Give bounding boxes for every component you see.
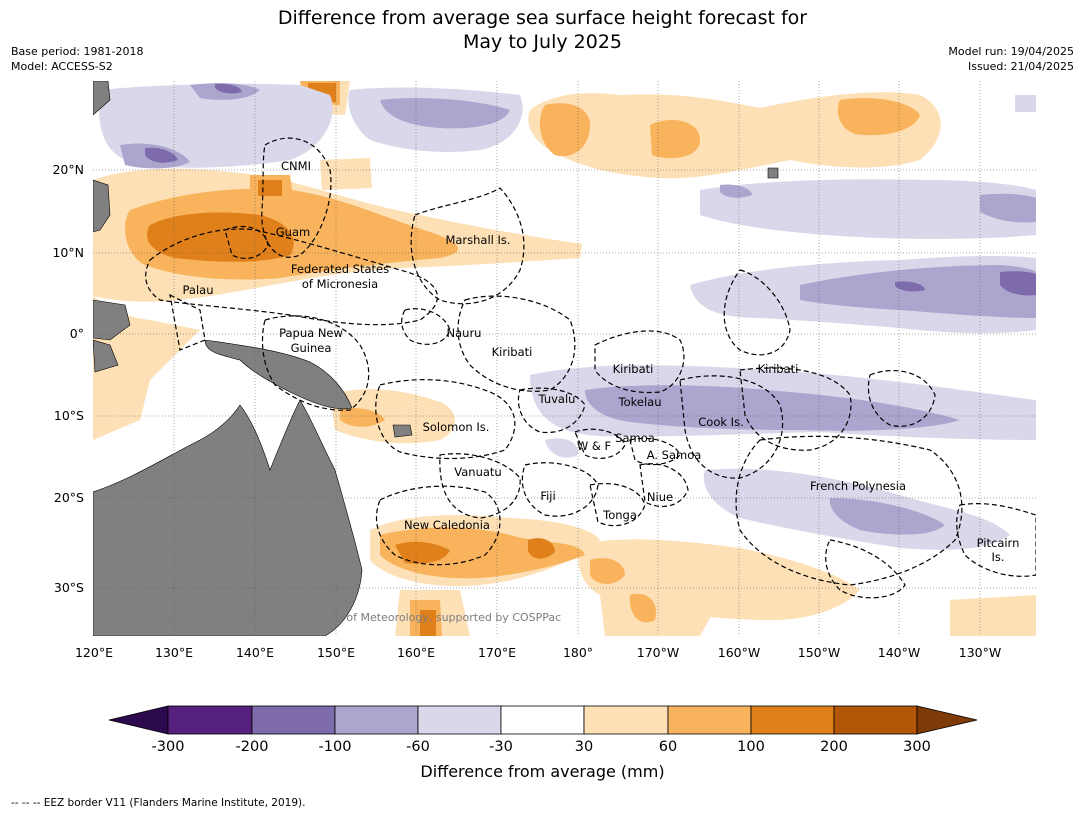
colorbar-tick: 60: [659, 739, 677, 755]
label-fsm-line1: Federated States: [291, 262, 389, 276]
label-cook-is: Cook Is.: [698, 415, 743, 429]
lat-tick: 10°N: [52, 245, 84, 260]
lon-tick: 150°E: [317, 645, 355, 660]
region-labels: CNMI Guam Marshall Is. Federated States …: [183, 159, 1020, 564]
issued-date: Issued: 21/04/2025: [967, 60, 1074, 73]
latitude-ticks: 20°N 10°N 0° 10°S 20°S 30°S: [52, 162, 84, 595]
colorbar-segment: [167, 705, 253, 735]
meta-right: Model run: 19/04/2025 Issued: 21/04/2025: [948, 44, 1074, 74]
borneo-land: [93, 299, 131, 341]
model-name: Model: ACCESS-S2: [11, 60, 113, 73]
lat-tick: 20°S: [54, 490, 84, 505]
label-niue: Niue: [647, 490, 673, 504]
lon-tick: 140°W: [878, 645, 920, 660]
colorbar-tick: 30: [575, 739, 593, 755]
grid-lines: [93, 81, 1036, 636]
lon-tick: 170°E: [478, 645, 516, 660]
colorbar-tick: -30: [489, 739, 513, 755]
colorbar-tick: -200: [236, 739, 269, 755]
label-wallis-futuna: W & F: [577, 439, 611, 453]
eez-borders: [145, 137, 1036, 599]
label-french-polynesia: French Polynesia: [810, 479, 906, 493]
eez-legend-note: -- -- -- EEZ border V11 (Flanders Marine…: [11, 797, 306, 809]
lon-tick: 140°E: [236, 645, 274, 660]
longitude-ticks: 120°E 130°E 140°E 150°E 160°E 170°E 180°…: [75, 645, 1001, 660]
colorbar-segment: [750, 705, 835, 735]
label-pitcairn-line1: Pitcairn: [977, 536, 1020, 550]
label-tonga: Tonga: [602, 508, 637, 522]
colorbar-title: Difference from average (mm): [420, 762, 665, 781]
model-run: Model run: 19/04/2025: [948, 45, 1074, 58]
label-american-samoa: A. Samoa: [647, 448, 702, 462]
title-line-2: May to July 2025: [463, 31, 622, 53]
label-vanuatu: Vanuatu: [454, 465, 501, 479]
lon-tick: 180°: [563, 645, 593, 660]
label-new-caledonia: New Caledonia: [404, 518, 490, 532]
solomon-land: [392, 424, 413, 438]
colorbar-tick: 300: [903, 739, 931, 755]
label-pitcairn-line2: Is.: [991, 550, 1004, 564]
lon-tick: 160°E: [397, 645, 435, 660]
lon-tick: 120°E: [75, 645, 113, 660]
colorbar-tick: -300: [152, 739, 185, 755]
label-kiribati-east: Kiribati: [758, 362, 799, 376]
label-kiribati-west: Kiribati: [492, 345, 533, 359]
label-tokelau: Tokelau: [618, 395, 662, 409]
colorbar-tick: 200: [820, 739, 848, 755]
philippines-land: [93, 179, 111, 233]
label-kiribati-central: Kiribati: [613, 362, 654, 376]
colorbar-segment: [334, 705, 419, 735]
lat-tick: 20°N: [52, 162, 84, 177]
label-png-line2: Guinea: [291, 341, 332, 355]
colorbar-extend-high: [916, 705, 978, 735]
lon-tick: 160°W: [718, 645, 760, 660]
lon-tick: 130°W: [959, 645, 1001, 660]
map-area: © Commonwealth of Australia 2025, Bureau…: [93, 81, 1036, 636]
lat-tick: 30°S: [54, 580, 84, 595]
colorbar-tick: -100: [319, 739, 352, 755]
colorbar-segment: [583, 705, 669, 735]
lon-tick: 170°W: [637, 645, 679, 660]
anomaly-100-200-regions: [147, 83, 555, 636]
label-cnmi: CNMI: [281, 159, 311, 173]
colorbar-tick: 100: [737, 739, 765, 755]
label-solomon-is: Solomon Is.: [423, 420, 490, 434]
anomaly-neg100-neg200-regions: [145, 83, 1036, 296]
label-tuvalu: Tuvalu: [538, 392, 576, 406]
lon-tick: 130°E: [155, 645, 193, 660]
anomaly-neg60-neg100-regions: [120, 83, 1036, 535]
colorbar-segment: [417, 705, 502, 735]
colorbar: [108, 705, 978, 735]
label-palau: Palau: [183, 283, 214, 297]
chart-title: Difference from average sea surface heig…: [0, 6, 1085, 54]
label-png-line1: Papua New: [279, 326, 343, 340]
label-fsm-line2: of Micronesia: [302, 277, 378, 291]
copyright-credit: © Commonwealth of Australia 2025, Bureau…: [98, 611, 561, 624]
label-fiji: Fiji: [540, 489, 555, 503]
colorbar-tick: -60: [406, 739, 430, 755]
lat-tick: 10°S: [54, 408, 84, 423]
lon-tick: 150°W: [798, 645, 840, 660]
label-nauru: Nauru: [447, 326, 482, 340]
colorbar-extend-low: [108, 705, 169, 735]
colorbar-tick-labels: -300 -200 -100 -60 -30 30 60 100 200 300: [152, 739, 931, 755]
colorbar-segment: [833, 705, 918, 735]
base-period: Base period: 1981-2018: [11, 45, 144, 58]
colorbar-segment: [251, 705, 336, 735]
label-guam: Guam: [276, 225, 310, 239]
asia-land: [93, 81, 111, 116]
australia-land: [93, 399, 363, 636]
land-masses: [93, 81, 779, 636]
label-samoa: Samoa: [615, 431, 655, 445]
lat-tick: 0°: [70, 326, 84, 341]
sulawesi-land: [93, 339, 119, 373]
colorbar-segment: [500, 705, 585, 735]
colorbar-segment: [667, 705, 752, 735]
hawaii-land: [767, 167, 779, 179]
meta-left: Base period: 1981-2018 Model: ACCESS-S2: [11, 44, 143, 74]
label-marshall-is: Marshall Is.: [445, 233, 510, 247]
title-line-1: Difference from average sea surface heig…: [277, 7, 808, 29]
